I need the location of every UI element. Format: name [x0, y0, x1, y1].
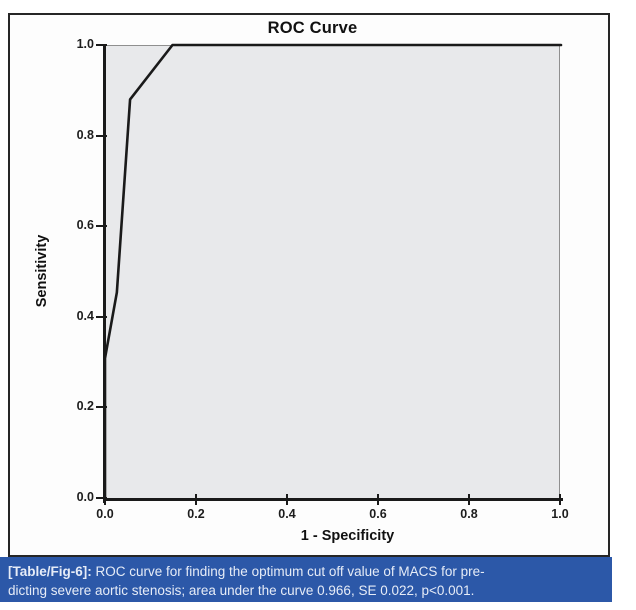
y-tick: [96, 406, 107, 409]
y-tick: [96, 134, 107, 137]
y-tick-label: 0.6: [76, 218, 94, 233]
x-tick-label: 0.4: [278, 507, 296, 521]
y-tick: [96, 44, 107, 46]
caption-bar: [Table/Fig-6]: ROC curve for finding the…: [0, 557, 612, 602]
x-tick: [468, 494, 470, 505]
x-tick-label: 0.8: [460, 507, 478, 521]
y-tick-label: 0.0: [76, 490, 94, 504]
y-axis-title: Sensitivity: [34, 234, 50, 308]
y-tick: [96, 225, 107, 228]
x-axis-title: 1 - Specificity: [300, 528, 395, 544]
x-tick: [195, 494, 197, 505]
x-axis-line: [103, 498, 563, 501]
y-tick-label: 1.0: [76, 37, 94, 51]
caption-text-line2: dicting severe aortic stenosis; area und…: [8, 583, 475, 598]
caption-line1-rest: ROC curve for finding the optimum cut of…: [91, 564, 485, 579]
x-tick: [104, 494, 106, 505]
x-tick-label: 1.0: [551, 507, 569, 521]
caption-text-line1: [Table/Fig-6]: ROC curve for finding the…: [8, 562, 602, 581]
y-axis-line: [103, 44, 106, 503]
roc-curve-line: [103, 43, 563, 501]
chart-title: ROC Curve: [267, 19, 358, 37]
y-tick-label: 0.8: [76, 127, 94, 142]
y-tick: [96, 497, 107, 499]
y-tick: [96, 315, 107, 318]
x-tick-label: 0.0: [96, 507, 114, 521]
plot-area: [105, 45, 560, 498]
y-tick-label: 0.2: [76, 399, 94, 414]
x-tick-label: 0.2: [187, 507, 205, 521]
x-tick: [377, 494, 379, 505]
x-tick: [559, 494, 561, 505]
x-tick: [286, 494, 288, 505]
roc-curve-svg: [103, 43, 563, 501]
x-tick-label: 0.6: [369, 507, 387, 521]
y-tick-label: 0.4: [76, 308, 94, 323]
caption-label: [Table/Fig-6]:: [8, 564, 92, 579]
